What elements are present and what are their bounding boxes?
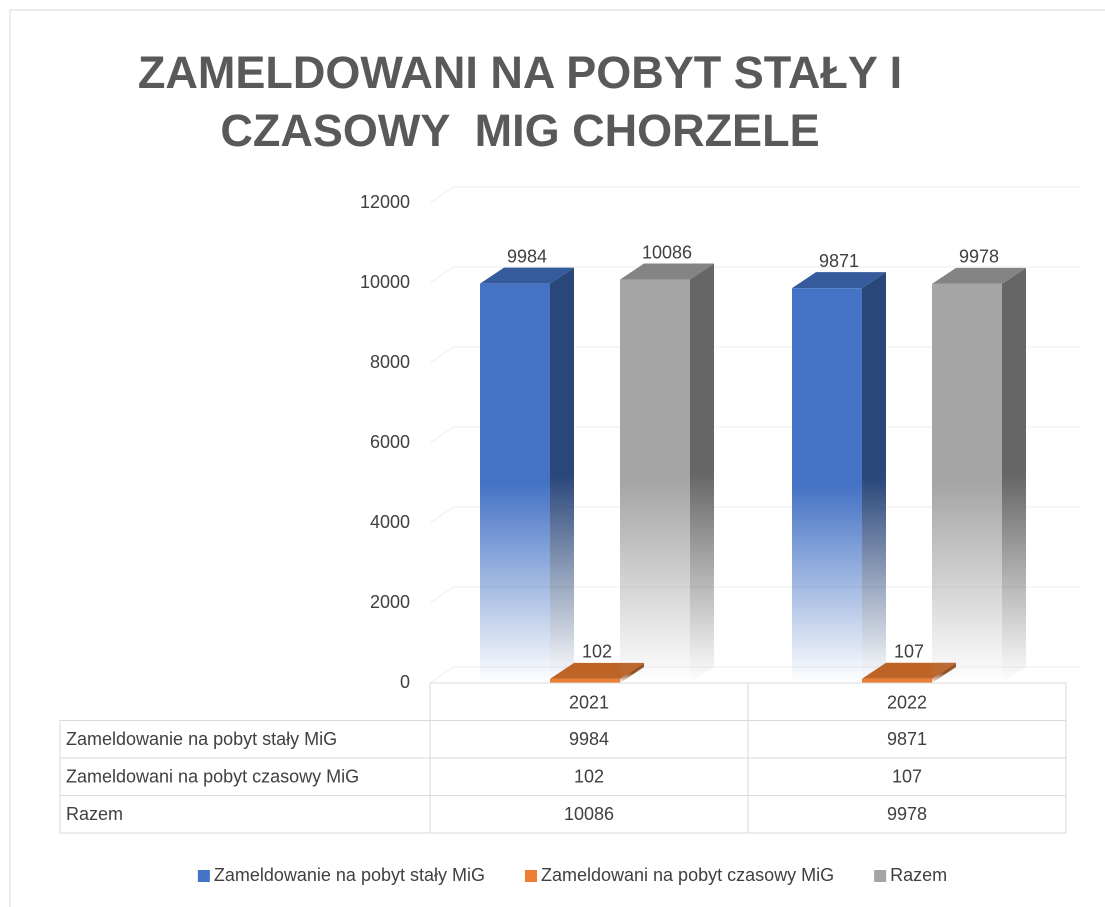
y-tick-label: 4000: [370, 512, 410, 532]
grid-line-side: [429, 586, 455, 604]
data-label: 9984: [507, 246, 547, 266]
bar-side: [862, 272, 886, 683]
table-row-label: Zameldowani na pobyt czasowy MiG: [66, 767, 359, 787]
bar: [792, 288, 862, 683]
table-cell: 10086: [564, 804, 614, 824]
table-cell: 9871: [887, 729, 927, 749]
legend-swatch: [197, 870, 210, 882]
grid-line-side: [429, 666, 455, 684]
bar-top: [480, 267, 574, 284]
data-label: 9871: [819, 251, 859, 271]
data-label: 102: [582, 642, 612, 662]
grid-line-side: [429, 506, 455, 524]
grid-line-side: [429, 426, 455, 444]
table-header: 2021: [569, 693, 609, 713]
data-label: 10086: [642, 242, 692, 262]
chart-title: ZAMELDOWANI NA POBYT STAŁY I CZASOWY MIG…: [137, 47, 915, 156]
table-row-label: Zameldowanie na pobyt stały MiG: [66, 729, 337, 749]
grid-line-side: [429, 346, 455, 364]
bar: [862, 678, 932, 683]
bar-top: [932, 267, 1026, 284]
y-tick-label: 8000: [370, 352, 410, 372]
grid-line-side: [429, 266, 455, 284]
legend-label: Zameldowani na pobyt czasowy MiG: [541, 865, 834, 885]
y-tick-label: 12000: [360, 192, 410, 212]
legend-swatch: [524, 870, 537, 882]
bar-side: [690, 263, 714, 683]
table-cell: 9978: [887, 804, 927, 824]
bar: [620, 279, 690, 683]
legend-label: Zameldowanie na pobyt stały MiG: [214, 865, 485, 885]
bar-side: [550, 267, 574, 683]
legend-swatch: [874, 870, 887, 882]
table-cell: 9984: [569, 729, 609, 749]
table-cell: 107: [892, 767, 922, 787]
y-tick-label: 0: [400, 672, 410, 692]
legend-label: Razem: [890, 865, 947, 885]
bar-top: [620, 263, 714, 280]
y-tick-label: 6000: [370, 432, 410, 452]
bar: [480, 283, 550, 683]
bar: [932, 283, 1002, 683]
y-tick-label: 2000: [370, 592, 410, 612]
bar: [550, 678, 620, 683]
grid-line-side: [429, 186, 455, 204]
y-tick-label: 10000: [360, 272, 410, 292]
data-label: 9978: [959, 247, 999, 267]
bar-side: [1002, 267, 1026, 683]
table-cell: 102: [574, 767, 604, 787]
bar-top: [792, 272, 886, 289]
table-row-label: Razem: [66, 804, 123, 824]
table-header: 2022: [887, 693, 927, 713]
chart-frame: [9, 9, 1105, 907]
data-label: 107: [894, 641, 924, 661]
